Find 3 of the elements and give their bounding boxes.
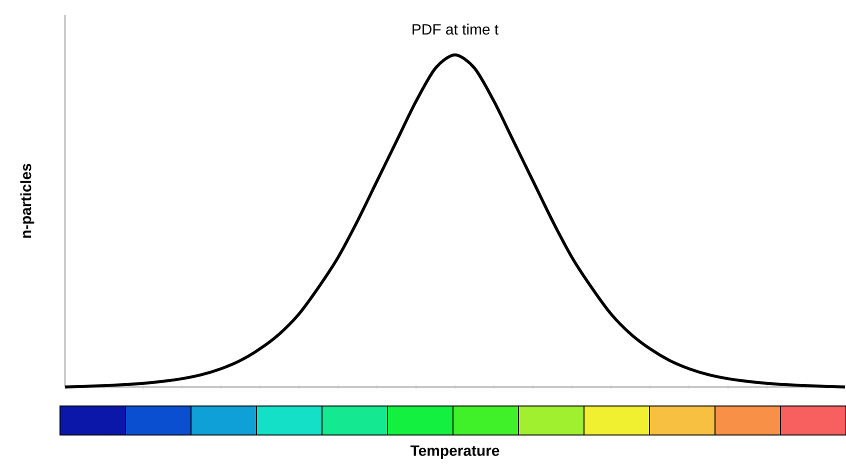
chart-title: PDF at time t — [412, 24, 498, 35]
y-axis-title: n-particles — [20, 164, 34, 238]
x-axis-title: Temperature — [410, 446, 500, 459]
